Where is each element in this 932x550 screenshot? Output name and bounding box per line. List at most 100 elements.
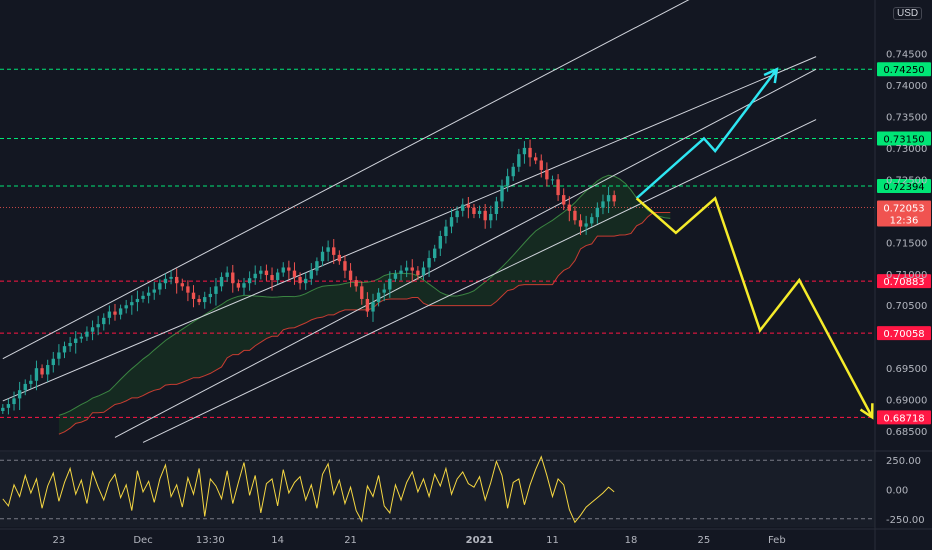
candle-body [270, 275, 274, 281]
candle-body [371, 302, 375, 312]
oscillator-panel: 250.00 0.00 -250.00 [0, 455, 925, 526]
candle-body [102, 317, 106, 325]
candle-body [388, 278, 392, 290]
candle-body [472, 207, 476, 214]
candle-body [326, 247, 330, 252]
time-axis: 23 Dec 13:30 14 21 2021 11 18 25 Feb [53, 535, 786, 546]
currency-label[interactable]: USD [893, 7, 923, 20]
candle-body [1, 407, 5, 411]
candle-body [141, 295, 145, 299]
current-price-text: 0.72053 [883, 204, 924, 215]
cloud-span-b [58, 211, 671, 435]
candle-body [152, 289, 156, 293]
time-tick-label: 13:30 [196, 535, 225, 546]
candlestick-series [1, 139, 616, 415]
candle-body [539, 160, 543, 170]
candle-body [191, 292, 196, 299]
candle-body [45, 365, 50, 375]
time-tick-label: 11 [546, 535, 559, 546]
price-tick-label: 0.70500 [886, 301, 927, 312]
time-tick-label: 18 [625, 535, 638, 546]
candle-body [107, 311, 112, 318]
candle-body [79, 336, 84, 339]
candle-body [348, 270, 353, 281]
price-tick-label: 0.69500 [886, 364, 927, 375]
candle-body [466, 204, 471, 208]
candle-body [175, 276, 179, 284]
channel-line [2, 0, 690, 360]
cloud-fill [58, 175, 671, 435]
candle-body [219, 276, 224, 287]
time-tick-label: Feb [768, 535, 786, 546]
candle-body [12, 398, 16, 405]
oscillator-background [0, 452, 875, 527]
candle-body [567, 204, 571, 211]
level-tag [877, 326, 931, 341]
candle-body [281, 267, 285, 273]
candle-body [23, 383, 27, 391]
candle-body [163, 278, 168, 284]
candle-body [606, 195, 611, 202]
time-tick-label: Dec [133, 535, 152, 546]
level-tag [877, 62, 931, 77]
candle-body [68, 343, 72, 347]
candle-body [360, 286, 364, 299]
candle-body [612, 195, 616, 202]
candle-body [320, 251, 325, 262]
level-tag [877, 131, 931, 146]
candle-body [264, 270, 269, 276]
candle-body [332, 247, 336, 255]
oscillator-tick-label: 0.00 [886, 486, 908, 497]
candle-body [304, 278, 308, 284]
candle-body [404, 267, 409, 271]
level-tag-text: 0.74250 [883, 65, 924, 76]
time-tick-label: 23 [53, 535, 66, 546]
candle-body [236, 283, 241, 288]
candle-body [505, 176, 510, 186]
candle-body [180, 283, 184, 287]
candle-body [399, 270, 403, 274]
candle-body [416, 270, 420, 276]
candle-body [6, 404, 11, 408]
candle-body [477, 210, 482, 214]
candle-body [556, 179, 560, 196]
candle-body [130, 302, 134, 306]
candle-body [444, 226, 448, 237]
candle-body [135, 298, 140, 303]
candle-body [292, 270, 297, 277]
candle-body [590, 217, 594, 224]
level-tag-text: 0.68718 [883, 413, 924, 424]
candle-body [34, 368, 39, 381]
bullish-projection-path [635, 68, 778, 200]
price-tick-label: 0.74500 [886, 49, 927, 60]
candle-body [242, 283, 246, 288]
candle-body [601, 201, 605, 208]
candle-body [315, 261, 319, 271]
candle-body [186, 286, 190, 293]
candle-body [118, 308, 123, 315]
candle-body [489, 213, 493, 221]
candle-body [29, 380, 33, 384]
candle-body [376, 292, 381, 303]
candle-body [533, 157, 538, 161]
countdown-text: 12:36 [890, 216, 919, 227]
candle-body [393, 273, 398, 279]
candle-body [74, 338, 78, 344]
price-tick-label: 0.71500 [886, 238, 927, 249]
level-tag-text: 0.70883 [883, 277, 924, 288]
horizontal-levels [0, 68, 875, 418]
time-tick-label: 2021 [466, 535, 494, 546]
candle-body [410, 267, 414, 271]
candle-body [253, 273, 257, 279]
candle-body [158, 283, 162, 290]
candle-body [17, 390, 22, 399]
price-tick-label: 0.68500 [886, 427, 927, 438]
candle-body [51, 358, 55, 366]
candle-body [57, 352, 61, 359]
candle-body [545, 169, 549, 180]
bearish-projection-path [635, 196, 874, 418]
time-tick-label: 25 [698, 535, 711, 546]
